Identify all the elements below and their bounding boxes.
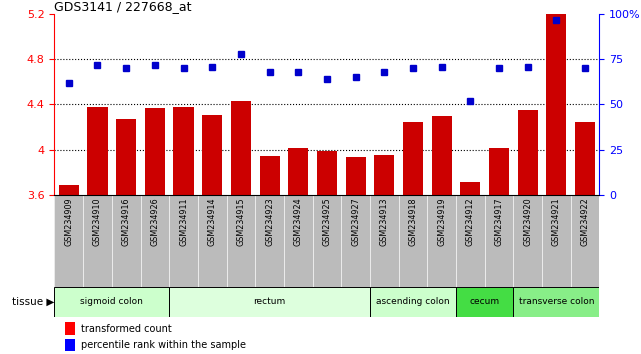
- Text: GSM234914: GSM234914: [208, 198, 217, 246]
- Text: transformed count: transformed count: [81, 324, 171, 333]
- Text: transverse colon: transverse colon: [519, 297, 594, 306]
- Bar: [370, 287, 456, 317]
- Bar: [431, 116, 452, 195]
- Bar: [87, 107, 108, 195]
- Text: ascending colon: ascending colon: [376, 297, 450, 306]
- Text: GSM234921: GSM234921: [552, 198, 561, 246]
- Text: GSM234916: GSM234916: [122, 198, 131, 246]
- Bar: [513, 287, 599, 317]
- Text: GSM234918: GSM234918: [408, 198, 417, 246]
- Text: GSM234912: GSM234912: [466, 198, 475, 246]
- Bar: [460, 182, 480, 195]
- Bar: [202, 115, 222, 195]
- Bar: [374, 155, 394, 195]
- Bar: [174, 107, 194, 195]
- Text: rectum: rectum: [253, 297, 286, 306]
- Text: GSM234922: GSM234922: [581, 198, 590, 246]
- Bar: [65, 339, 75, 351]
- Bar: [288, 148, 308, 195]
- Text: GSM234909: GSM234909: [64, 198, 73, 246]
- Text: GDS3141 / 227668_at: GDS3141 / 227668_at: [54, 0, 192, 13]
- Bar: [260, 156, 279, 195]
- Text: percentile rank within the sample: percentile rank within the sample: [81, 340, 246, 350]
- Text: GSM234915: GSM234915: [237, 198, 246, 246]
- Bar: [231, 101, 251, 195]
- Text: GSM234917: GSM234917: [494, 198, 503, 246]
- Text: GSM234913: GSM234913: [379, 198, 388, 246]
- Bar: [116, 119, 137, 195]
- Bar: [546, 13, 567, 195]
- Bar: [575, 122, 595, 195]
- Text: GSM234925: GSM234925: [322, 198, 331, 246]
- Text: GSM234920: GSM234920: [523, 198, 532, 246]
- Bar: [59, 184, 79, 195]
- Text: GSM234919: GSM234919: [437, 198, 446, 246]
- Text: GSM234926: GSM234926: [151, 198, 160, 246]
- Text: tissue ▶: tissue ▶: [12, 297, 54, 307]
- Bar: [489, 148, 509, 195]
- Text: GSM234924: GSM234924: [294, 198, 303, 246]
- Bar: [456, 287, 513, 317]
- Text: GSM234910: GSM234910: [93, 198, 102, 246]
- Text: cecum: cecum: [470, 297, 500, 306]
- Bar: [345, 158, 365, 195]
- Bar: [169, 287, 370, 317]
- Bar: [145, 108, 165, 195]
- Text: sigmoid colon: sigmoid colon: [80, 297, 144, 306]
- Bar: [317, 151, 337, 195]
- Bar: [54, 287, 169, 317]
- Bar: [518, 110, 538, 195]
- Text: GSM234923: GSM234923: [265, 198, 274, 246]
- Bar: [65, 322, 75, 335]
- Text: GSM234927: GSM234927: [351, 198, 360, 246]
- Text: GSM234911: GSM234911: [179, 198, 188, 246]
- Bar: [403, 122, 423, 195]
